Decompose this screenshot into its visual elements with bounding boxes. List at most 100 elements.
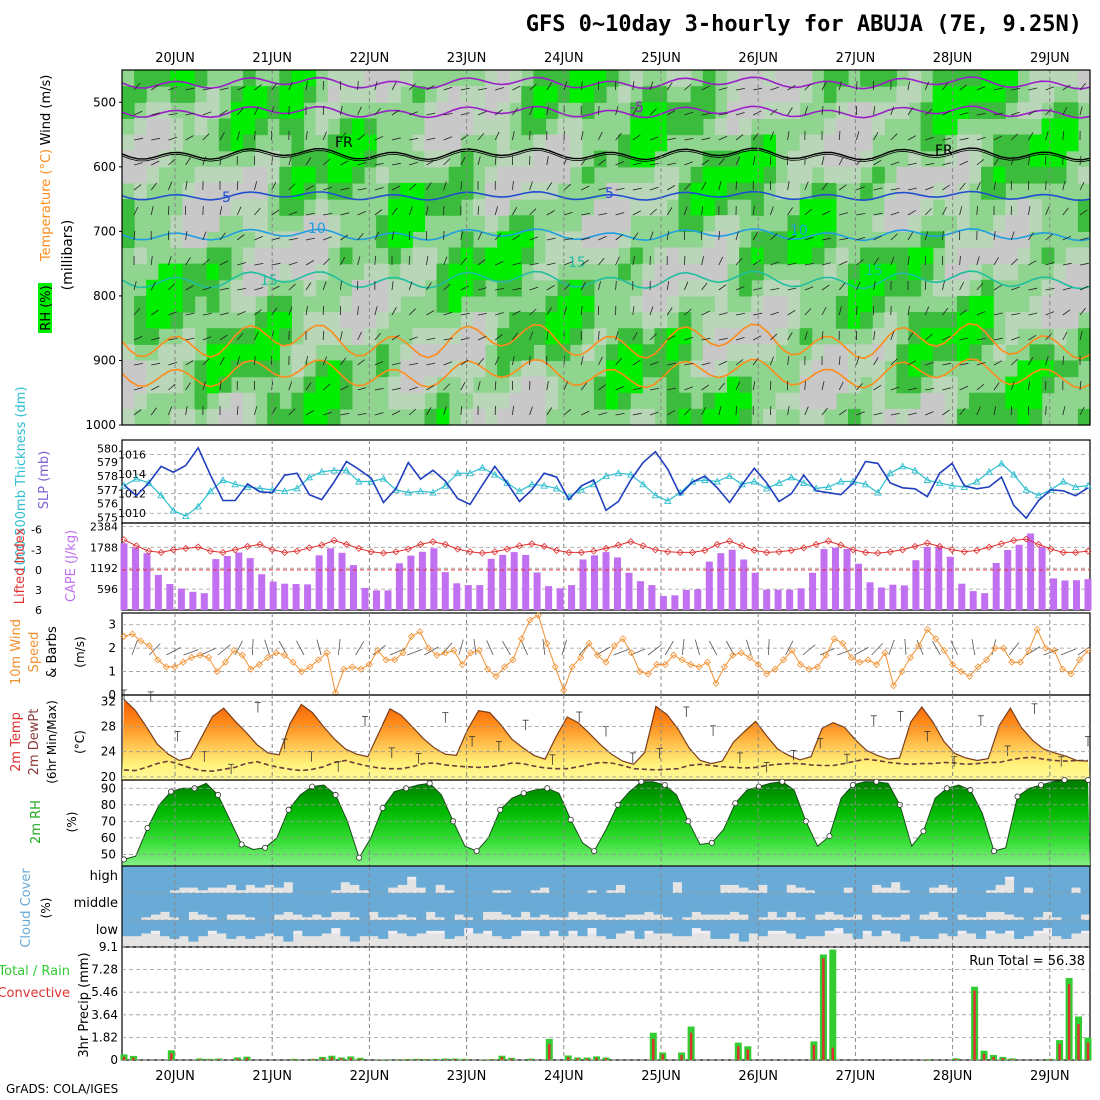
- cloud-cell: [406, 866, 417, 877]
- wind-barb: [959, 385, 968, 391]
- rh-cell: [702, 263, 716, 281]
- rh-cell: [533, 360, 547, 378]
- wind-barb: [907, 135, 917, 141]
- rh-cell: [448, 199, 462, 216]
- rh-cell: [351, 134, 365, 152]
- cloud-cell: [520, 893, 531, 912]
- wind-barb: [512, 234, 521, 241]
- lifted-index-marker: [688, 548, 697, 557]
- wind-barb: [718, 135, 728, 141]
- rh-cell: [448, 134, 462, 152]
- rh-cell: [291, 392, 305, 410]
- rh-cell: [158, 312, 171, 329]
- wind-barb: [1011, 111, 1020, 116]
- rh-cell: [122, 231, 135, 249]
- rh-cell: [763, 247, 776, 265]
- cloud-cell: [710, 920, 721, 939]
- wind-barb: [580, 382, 588, 391]
- wind-barb: [477, 132, 485, 141]
- rh-cell: [775, 312, 789, 329]
- wind10-marker: [915, 642, 923, 650]
- wind-barb: [581, 410, 590, 416]
- rh-cell: [436, 150, 450, 168]
- wind-barb: [409, 386, 418, 391]
- wind-barb: [615, 413, 625, 416]
- rh-cell: [799, 150, 813, 168]
- rh-cell: [436, 118, 450, 136]
- rh-cell: [993, 263, 1006, 281]
- wind10-marker: [678, 656, 686, 664]
- wind-barb: [701, 112, 711, 116]
- wind-barb: [288, 156, 292, 166]
- rh-cell: [279, 70, 292, 87]
- rh-cell: [702, 102, 716, 120]
- cape-bar: [556, 588, 564, 611]
- rh-cell: [243, 199, 256, 216]
- wind-barb: [1079, 262, 1089, 266]
- wind-barb: [804, 331, 808, 341]
- wind10-marker: [492, 672, 500, 680]
- wind-barb: [219, 334, 228, 341]
- wind-barb: [752, 156, 756, 166]
- wind-barb: [443, 158, 451, 166]
- wind-barb: [443, 86, 453, 91]
- rh-cell: [545, 86, 559, 103]
- thickness-tick-label: 578: [97, 470, 118, 483]
- rh-cell: [509, 215, 522, 232]
- cloud-cell: [862, 920, 873, 931]
- rh-cell: [448, 102, 462, 120]
- cloud-cell: [928, 866, 939, 888]
- wind-barb: [1028, 334, 1037, 341]
- lifted-index-marker: [540, 542, 548, 550]
- cloud-cell: [216, 920, 227, 934]
- lifted-index-marker: [701, 546, 709, 555]
- rh2m-marker: [379, 805, 386, 812]
- rh-cell: [969, 408, 982, 426]
- wind-barb: [151, 362, 161, 366]
- wind-barb: [391, 362, 401, 366]
- rh-cell: [751, 312, 764, 329]
- rh2m-tick-label: 70: [101, 814, 116, 828]
- rh-cell: [593, 86, 607, 103]
- wind-barb: [391, 162, 401, 166]
- thickness-marker: [317, 467, 326, 475]
- cloud-cell: [454, 920, 465, 937]
- wind-barb: [632, 187, 642, 191]
- wind-barb: [185, 337, 195, 341]
- thickness-marker: [305, 473, 314, 481]
- rh-cell: [509, 344, 522, 362]
- wind-barb: [787, 332, 793, 341]
- temp-contour-5: [121, 190, 1091, 202]
- rh-cell: [533, 86, 547, 103]
- rh-cell: [1041, 344, 1055, 362]
- precip-convective-bar: [122, 1056, 126, 1060]
- thickness-marker: [664, 496, 672, 504]
- wind-barb: [408, 183, 417, 191]
- rh-cell: [134, 166, 147, 184]
- rh-cell: [497, 392, 510, 410]
- cloud-cell: [264, 920, 275, 934]
- cape-bar: [143, 553, 151, 610]
- rh-cell: [497, 344, 510, 362]
- rh-cell: [1005, 215, 1018, 232]
- wind-barb: [426, 407, 432, 416]
- rh-cell: [811, 376, 825, 394]
- wind10-marker: [610, 642, 619, 650]
- rh-cell: [134, 70, 147, 87]
- wind-barb: [443, 338, 453, 341]
- precip-convective-bar: [1077, 1024, 1080, 1060]
- rh-cell: [327, 182, 341, 200]
- cloud-cell: [881, 866, 892, 888]
- wind-barb: [322, 356, 327, 366]
- wind10-barb: [664, 640, 674, 656]
- rh-cell: [243, 166, 256, 184]
- wind-barb: [959, 84, 968, 91]
- wind-barb: [340, 106, 343, 116]
- wind-barb: [907, 162, 917, 166]
- cloud-row-label: middle: [74, 896, 118, 911]
- rh-cell: [1005, 166, 1018, 184]
- rh-cell: [944, 408, 958, 426]
- rh-cell: [666, 70, 680, 87]
- wind-barb: [529, 236, 539, 241]
- thickness-marker: [973, 477, 981, 485]
